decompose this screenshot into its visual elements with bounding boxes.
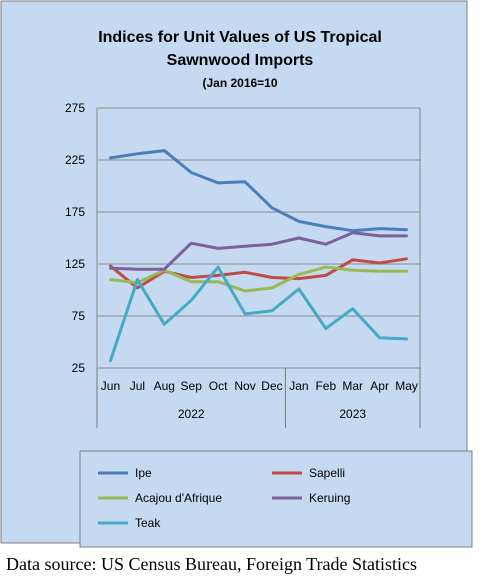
y-tick-label: 175: [65, 205, 85, 219]
x-tick-label: Sep: [181, 379, 203, 393]
y-tick-label: 275: [65, 101, 85, 115]
legend-label: Acajou d'Afrique: [135, 491, 222, 505]
x-tick-label: Apr: [370, 379, 389, 393]
data-source-note: Data source: US Census Bureau, Foreign T…: [6, 554, 417, 574]
x-tick-label: Jan: [289, 379, 308, 393]
x-tick-label: Oct: [209, 379, 228, 393]
y-tick-label: 25: [72, 361, 86, 375]
chart-title-line-2: Sawnwood Imports: [167, 52, 314, 69]
y-axis: 275 225 175 125 75 25: [65, 101, 85, 375]
x-tick-label: Feb: [315, 379, 336, 393]
legend-label: Ipe: [135, 466, 152, 480]
x-tick-label: May: [395, 379, 418, 393]
x-tick-label: Aug: [154, 379, 175, 393]
gridlines: [97, 107, 420, 317]
x-axis: Jun Jul Aug Sep Oct Nov Dec Jan Feb Mar Apr May 2022…: [96, 368, 421, 428]
series-line-sapelli: [109, 257, 408, 290]
year-label: 2023: [339, 407, 366, 421]
series-line-teak: [109, 265, 408, 363]
series-line-keruing: [109, 231, 408, 271]
legend-label: Keruing: [309, 491, 350, 505]
chart-subtitle: (Jan 2016=10: [202, 76, 277, 90]
series-lines: [109, 149, 408, 363]
x-tick-label: Jul: [130, 379, 145, 393]
legend-label: Teak: [135, 516, 161, 530]
y-tick-label: 225: [65, 153, 85, 167]
legend-entries: Ipe Sapelli Acajou d'Afrique Keruing Teak: [98, 466, 350, 530]
x-tick-label: Nov: [234, 379, 255, 393]
y-tick-label: 125: [65, 257, 85, 271]
series-line-acajou-d-afrique: [109, 265, 408, 293]
x-tick-label: Dec: [261, 379, 282, 393]
year-label: 2022: [178, 407, 205, 421]
y-tick-label: 75: [72, 309, 86, 323]
x-tick-label: Mar: [342, 379, 363, 393]
series-line-ipe: [109, 149, 408, 233]
x-tick-label: Jun: [101, 379, 120, 393]
chart-title-line-1: Indices for Unit Values of US Tropical: [98, 29, 382, 46]
legend-label: Sapelli: [309, 466, 345, 480]
